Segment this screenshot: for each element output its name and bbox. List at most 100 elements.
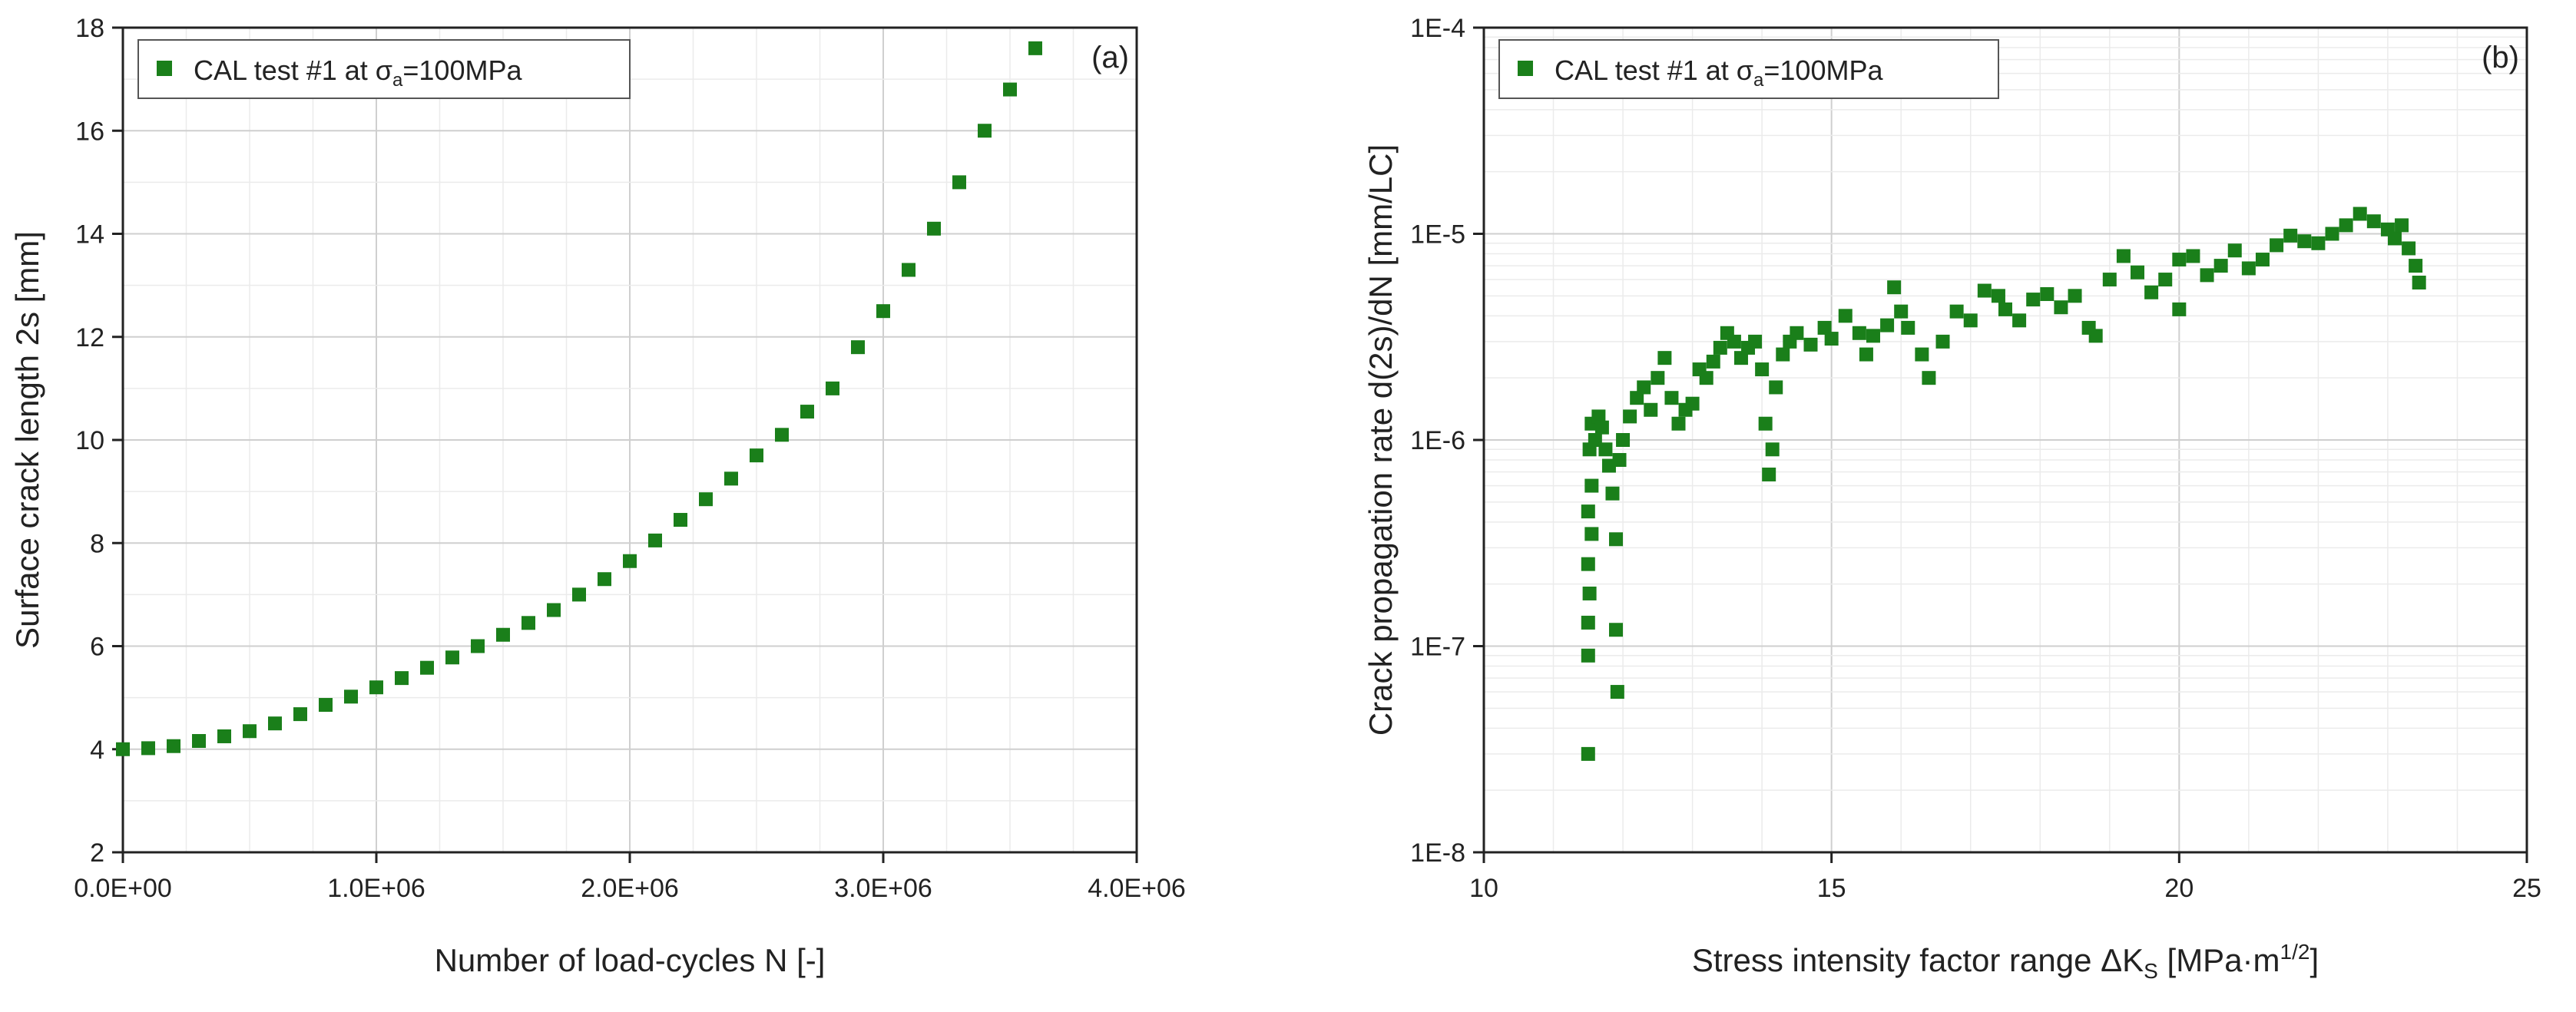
- panel-b-data-point: [2366, 214, 2381, 229]
- chart-panel-b: 10 15 20 25 1E-8 1E-7 1E-6 1E-5 1E-4 CAL test #…: [1362, 14, 2541, 983]
- panel-b-data-point: [1758, 416, 1773, 431]
- panel-a-data-point: [420, 660, 434, 675]
- panel-b-data-point: [1713, 340, 1727, 355]
- panel-b-data-point: [1963, 313, 1978, 328]
- panel-a-data-point: [978, 124, 992, 138]
- panel-b-x-tick-label: 25: [2512, 874, 2541, 903]
- panel-b-x-label-middle: [MPa·m: [2158, 942, 2280, 978]
- panel-a-data-point: [141, 741, 155, 756]
- panel-b-data-point: [1582, 586, 1597, 600]
- panel-a-data-point: [344, 690, 358, 704]
- panel-b-legend-box: [1498, 39, 1999, 99]
- panel-a-data-point: [648, 533, 662, 547]
- panel-b-data-point: [1949, 304, 1964, 319]
- panel-a-data-point: [192, 734, 206, 749]
- panel-a-label: (a): [1091, 41, 1129, 74]
- panel-a-x-tick-label: 3.0E+06: [834, 874, 932, 903]
- panel-a-y-tick-label: 4: [90, 736, 104, 765]
- panel-a-grid: [123, 28, 1137, 852]
- panel-b-data-point: [1581, 557, 1595, 571]
- panel-a-legend-marker: [157, 61, 172, 76]
- panel-b-data-point: [1601, 458, 1616, 473]
- panel-a-data-point: [750, 448, 763, 463]
- panel-b-data-point: [1651, 371, 1665, 385]
- panel-a-data-point: [471, 639, 485, 653]
- panel-b-data-point: [1977, 283, 1992, 298]
- panel-b-data-point: [2311, 236, 2326, 250]
- panel-b-data-point: [1657, 351, 1672, 365]
- panel-b-data-point: [1591, 409, 1606, 424]
- panel-a-y-tick-label: 14: [75, 220, 104, 250]
- panel-b-data-point: [1755, 362, 1770, 377]
- panel-b-data-point: [1671, 416, 1686, 431]
- panel-b-data-point: [2387, 231, 2402, 246]
- panel-b-data-point: [2325, 227, 2339, 241]
- panel-b-x-label-suffix: ]: [2309, 942, 2319, 978]
- panel-b-data-point: [1866, 329, 1880, 343]
- panel-b-data-point: [1584, 527, 1599, 541]
- panel-b-y-tick-label: 1E-5: [1410, 220, 1465, 250]
- panel-a-x-tick-label: 0.0E+00: [74, 874, 172, 903]
- panel-b-data-point: [1922, 371, 1936, 385]
- panel-b-data-point: [1838, 309, 1853, 323]
- panel-b-data-point: [2116, 249, 2131, 263]
- panel-b-data-point: [1637, 380, 1651, 395]
- panel-b-data-point: [1581, 504, 1595, 519]
- panel-b-data-point: [1894, 304, 1909, 319]
- panel-a-data-point: [623, 554, 637, 568]
- panel-b-data-point: [2395, 218, 2409, 233]
- panel-a-data-point: [851, 340, 865, 355]
- panel-b-data-point: [2131, 265, 2145, 279]
- panel-b-x-label-sup: 1/2: [2280, 940, 2310, 964]
- panel-a-data-point: [1028, 41, 1042, 55]
- panel-b-data-point: [2409, 259, 2423, 273]
- panel-a-data-point: [167, 739, 180, 753]
- panel-b-x-axis-label: Stress intensity factor range ΔKS [MPa·m…: [1692, 940, 2319, 983]
- panel-b-data-point: [1852, 326, 1866, 340]
- panel-a-data-point: [1003, 82, 1017, 97]
- panel-b-data-point: [1584, 478, 1599, 493]
- panel-a-x-axis-label: Number of load-cycles N [-]: [435, 942, 826, 978]
- panel-b-y-tick-label: 1E-8: [1410, 838, 1465, 868]
- panel-a-x-tick-label: 1.0E+06: [327, 874, 425, 903]
- panel-a-data-point: [800, 405, 814, 419]
- panel-b-grid: [1484, 28, 2527, 852]
- panel-b-x-label-prefix: Stress intensity factor range ΔK: [1692, 942, 2144, 978]
- panel-b-data-point: [2158, 273, 2173, 287]
- panel-b-data-point: [1817, 320, 1832, 335]
- panel-a-legend-suffix: =100MPa: [402, 55, 522, 86]
- panel-b-data-point: [2200, 268, 2214, 283]
- panel-b-legend-subscript: a: [1753, 70, 1764, 91]
- panel-a-series: [116, 41, 1042, 756]
- panel-b-x-tick-label: 10: [1469, 874, 1498, 903]
- panel-a-data-point: [572, 587, 586, 602]
- panel-a-data-point: [116, 742, 130, 756]
- panel-b-y-tick-label: 1E-6: [1410, 426, 1465, 455]
- panel-a-data-point: [674, 513, 687, 527]
- panel-b-y-tick-label: 1E-4: [1410, 14, 1465, 43]
- panel-a-y-tick-label: 6: [90, 633, 104, 662]
- panel-b-data-point: [2412, 276, 2426, 290]
- panel-b-data-point: [1581, 615, 1595, 630]
- panel-b-data-point: [1765, 442, 1780, 457]
- panel-b-data-point: [1685, 396, 1700, 411]
- panel-b-data-point: [2270, 238, 2284, 253]
- panel-a-y-ticks: 2 4 6 8 10 12 14 16 18: [75, 14, 123, 868]
- chart-panel-a: 0.0E+00 1.0E+06 2.0E+06 3.0E+06 4.0E+06 2 4 6 8…: [9, 14, 1186, 978]
- panel-a-data-point: [496, 627, 510, 642]
- panel-a-data-point: [395, 671, 409, 686]
- panel-b-data-point: [1644, 402, 1658, 417]
- panel-b-data-point: [2297, 234, 2312, 249]
- panel-a-y-tick-label: 12: [75, 323, 104, 352]
- panel-b-x-tick-label: 20: [2164, 874, 2194, 903]
- panel-b-y-ticks: 1E-8 1E-7 1E-6 1E-5 1E-4: [1410, 14, 1484, 868]
- panel-a-data-point: [699, 492, 713, 507]
- panel-b-data-point: [1998, 302, 2012, 316]
- panel-a-data-point: [217, 729, 231, 743]
- panel-b-legend-prefix: CAL test #1 at σ: [1555, 55, 1753, 86]
- panel-b-data-point: [1901, 320, 1915, 335]
- panel-a-data-point: [268, 716, 282, 731]
- panel-b-data-point: [2402, 241, 2416, 256]
- panel-b-data-point: [1776, 347, 1790, 362]
- panel-b-data-point: [1887, 280, 1902, 295]
